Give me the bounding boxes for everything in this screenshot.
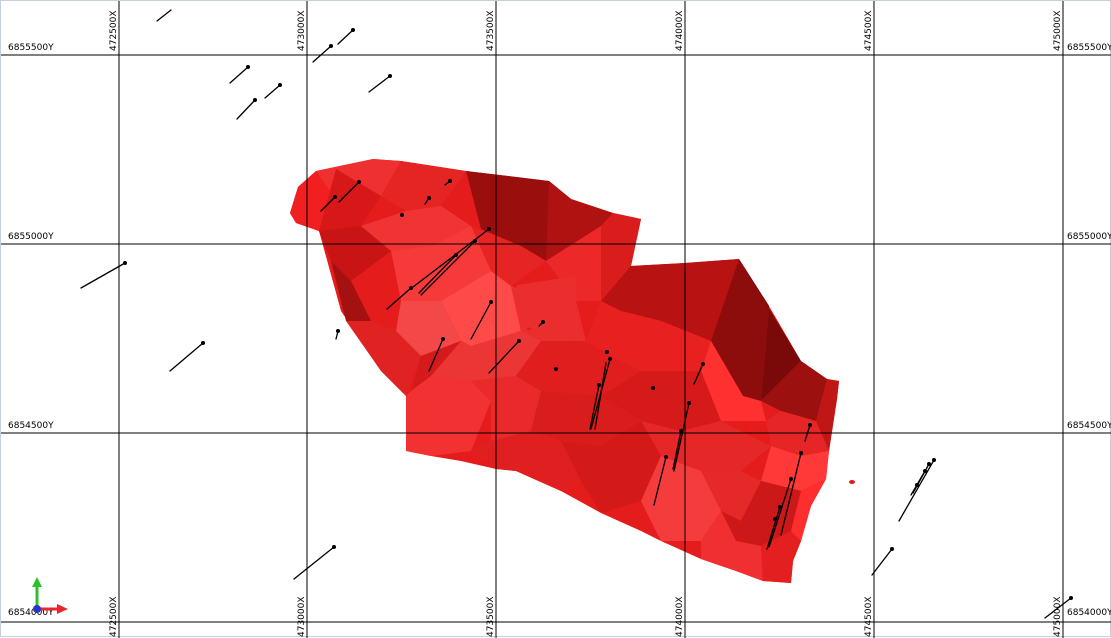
x-label-bottom: 472500X [109,596,119,637]
x-label-top: 475000X [1053,10,1063,51]
x-label-top: 473000X [297,10,307,51]
y-label-left: 6855000Y [8,232,54,242]
x-label-top: 473500X [486,10,496,51]
x-labels-top: 472500X 473000X 473500X 474000X 474500X … [109,10,1063,51]
y-labels-right: 6855500Y 6855000Y 6854500Y 6854000Y [1067,43,1111,618]
x-label-bottom: 473000X [297,596,307,637]
x-label-top: 472500X [109,10,119,51]
y-label-left: 6854000Y [8,608,54,618]
y-labels-left: 6855500Y 6855000Y 6854500Y 6854000Y [8,43,54,618]
y-label-right: 6855500Y [1067,43,1111,53]
drillholes [80,9,1073,619]
x-label-bottom: 475000X [1053,596,1063,637]
x-labels-bottom: 472500X 473000X 473500X 474000X 474500X … [109,596,1063,637]
x-label-top: 474500X [864,10,874,51]
y-label-left: 6854500Y [8,421,54,431]
y-label-right: 6855000Y [1067,232,1111,242]
y-label-left: 6855500Y [8,43,54,53]
axis-triad [32,577,68,614]
x-label-top: 474000X [675,10,685,51]
orebody-fragments [513,284,855,484]
y-label-right: 6854000Y [1067,608,1111,618]
x-label-bottom: 474000X [675,596,685,637]
x-label-bottom: 473500X [486,596,496,637]
orebody-solid [290,159,839,583]
y-label-right: 6854500Y [1067,421,1111,431]
x-label-bottom: 474500X [864,596,874,637]
